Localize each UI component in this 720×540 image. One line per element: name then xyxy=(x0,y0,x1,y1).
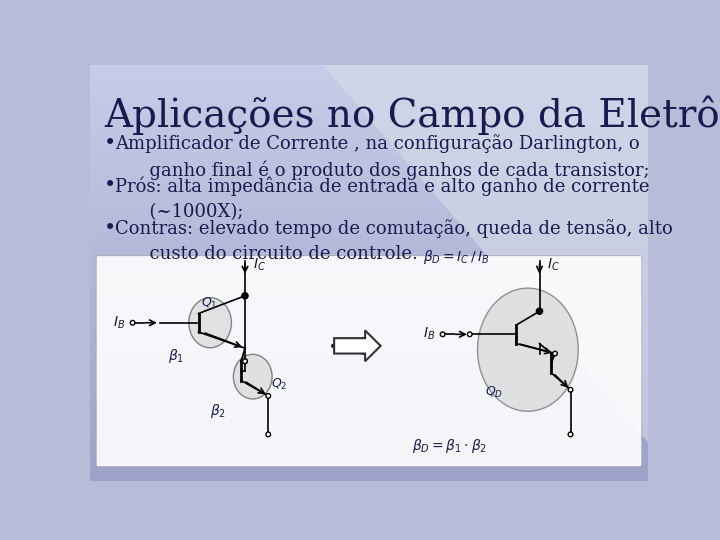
Text: •: • xyxy=(104,219,116,238)
Circle shape xyxy=(130,320,135,325)
Circle shape xyxy=(536,308,543,314)
Ellipse shape xyxy=(477,288,578,411)
Text: $\beta_D = \beta_1 \cdot \beta_2$: $\beta_D = \beta_1 \cdot \beta_2$ xyxy=(412,437,487,455)
Circle shape xyxy=(568,387,573,392)
Text: Prós: alta impedância de entrada e alto ganho de corrente
      (~1000X);: Prós: alta impedância de entrada e alto … xyxy=(114,177,649,221)
Text: $I_B$: $I_B$ xyxy=(113,314,125,331)
Text: •: • xyxy=(104,134,116,153)
Circle shape xyxy=(441,332,445,336)
Text: $Q_D$: $Q_D$ xyxy=(485,384,503,400)
Text: Contras: elevado tempo de comutação, queda de tensão, alto
      custo do circui: Contras: elevado tempo de comutação, que… xyxy=(114,219,672,263)
Text: $Q_2$: $Q_2$ xyxy=(271,377,287,392)
Circle shape xyxy=(266,394,271,398)
Polygon shape xyxy=(323,65,648,442)
Ellipse shape xyxy=(189,298,231,348)
Text: $\beta_D = I_C \, / \, I_B$: $\beta_D = I_C \, / \, I_B$ xyxy=(423,248,490,266)
Text: $\beta_2$: $\beta_2$ xyxy=(210,402,226,420)
Circle shape xyxy=(266,432,271,437)
Polygon shape xyxy=(334,330,381,361)
Circle shape xyxy=(467,332,472,336)
Circle shape xyxy=(568,432,573,437)
Text: $I_B$: $I_B$ xyxy=(423,326,435,342)
FancyBboxPatch shape xyxy=(96,256,642,467)
Circle shape xyxy=(243,359,248,363)
Ellipse shape xyxy=(233,354,272,399)
Circle shape xyxy=(243,359,248,363)
Circle shape xyxy=(553,351,557,356)
Text: Aplicações no Campo da Eletrônica: Aplicações no Campo da Eletrônica xyxy=(104,96,720,135)
Text: $I_C$: $I_C$ xyxy=(253,257,266,273)
Text: $Q_1$: $Q_1$ xyxy=(201,296,217,311)
Text: •: • xyxy=(104,177,116,195)
Text: Amplificador de Corrente , na configuração Darlington, o
      ganho final é o p: Amplificador de Corrente , na configuraç… xyxy=(114,134,649,180)
Text: $I_C$: $I_C$ xyxy=(547,257,560,273)
Text: $\beta_1$: $\beta_1$ xyxy=(168,347,184,365)
Circle shape xyxy=(242,293,248,299)
